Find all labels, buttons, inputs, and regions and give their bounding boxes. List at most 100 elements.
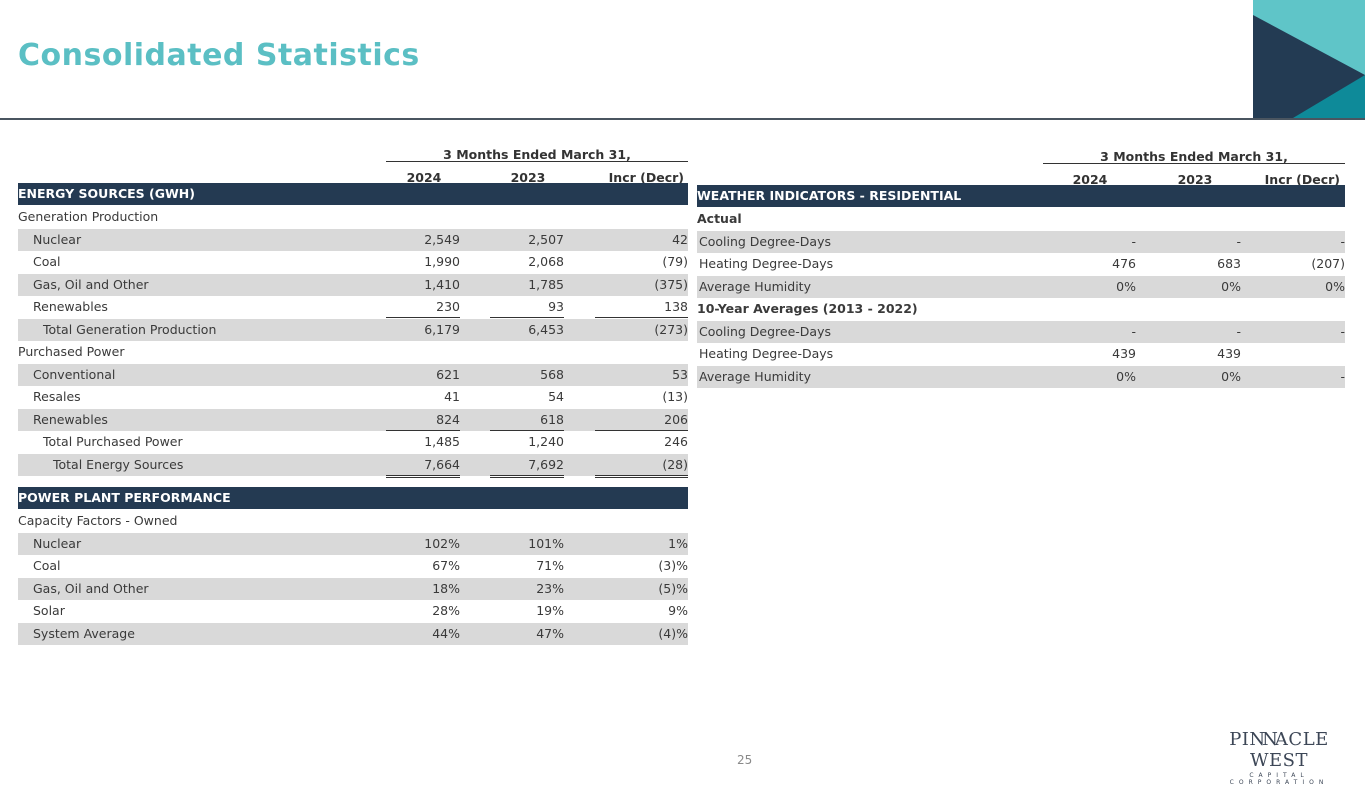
cell-2024: 18% xyxy=(432,580,460,596)
section-header-energy-sources-gwh: ENERGY SOURCES (GWH) xyxy=(18,183,688,205)
company-logo: PINNACLE WEST CAPITAL CORPORATION xyxy=(1229,729,1329,786)
cell-change: (79) xyxy=(662,254,688,269)
row-label: Resales xyxy=(33,389,81,404)
table-row: System Average 44% 47% (4)% xyxy=(18,622,688,645)
cell-change: (375) xyxy=(654,276,688,292)
section-header-label: POWER PLANT PERFORMANCE xyxy=(18,490,231,505)
cell-2024: - xyxy=(1131,233,1136,249)
right-col-2024: 2024 xyxy=(1072,172,1108,187)
cell-2024: 1,410 xyxy=(424,276,460,292)
cell-2023: 0% xyxy=(1221,368,1241,384)
section-header-weather-indicators-residential: WEATHER INDICATORS - RESIDENTIAL xyxy=(697,185,1345,207)
cell-2024: 439 xyxy=(1112,346,1136,361)
cell-change: - xyxy=(1340,368,1345,384)
cell-2024: 6,179 xyxy=(424,321,460,337)
cell-2024: 1,990 xyxy=(424,254,460,269)
table-row: Renewables 824 618 206 xyxy=(18,408,688,431)
cell-2023: 93 xyxy=(490,296,564,318)
table-row: Cooling Degree-Days - - - xyxy=(697,320,1345,343)
cell-2023: 7,692 xyxy=(490,454,564,478)
page-number: 25 xyxy=(737,753,753,767)
row-label: Average Humidity xyxy=(699,368,811,384)
table-row: Coal 67% 71% (3)% xyxy=(18,555,688,577)
cell-2024: 0% xyxy=(1116,368,1136,384)
table-row: Total Generation Production 6,179 6,453 (27… xyxy=(18,318,688,341)
section-header-label: WEATHER INDICATORS - RESIDENTIAL xyxy=(697,188,962,203)
cell-2024: 476 xyxy=(1112,256,1136,271)
row-label: Renewables xyxy=(33,411,108,427)
row-label: Conventional xyxy=(33,366,116,382)
cell-2023: - xyxy=(1236,233,1241,249)
cell-change: (28) xyxy=(595,454,688,478)
cell-2023: 618 xyxy=(490,409,564,431)
row-label: Nuclear xyxy=(33,535,82,551)
cell-2023: 19% xyxy=(536,603,564,618)
cell-change: 1% xyxy=(668,535,688,551)
cell-2023: 47% xyxy=(536,625,564,641)
row-label: Gas, Oil and Other xyxy=(33,580,149,596)
cell-change: - xyxy=(1340,323,1345,339)
subsection-actual: Actual xyxy=(697,208,1345,230)
row-label: Renewables xyxy=(33,299,108,314)
left-col-2023: 2023 xyxy=(510,170,546,185)
cell-2023: 54 xyxy=(548,389,564,404)
cell-2024: - xyxy=(1131,323,1136,339)
cell-2024: 7,664 xyxy=(386,454,460,478)
cell-2023: 683 xyxy=(1217,256,1241,271)
cell-2023: 0% xyxy=(1221,278,1241,294)
row-label: Total Generation Production xyxy=(43,321,217,337)
table-row: Nuclear 102% 101% 1% xyxy=(18,532,688,555)
row-label: Average Humidity xyxy=(699,278,811,294)
table-row: Gas, Oil and Other 1,410 1,785 (375) xyxy=(18,273,688,296)
table-row: Heating Degree-Days 439 439 xyxy=(697,343,1345,365)
row-label: Nuclear xyxy=(33,231,82,247)
cell-2023: 2,507 xyxy=(528,231,564,247)
section-header-label: ENERGY SOURCES (GWH) xyxy=(18,186,195,201)
cell-2024: 44% xyxy=(432,625,460,641)
cell-2023: 6,453 xyxy=(528,321,564,337)
row-label: Solar xyxy=(33,603,65,618)
right-period-underline xyxy=(1043,163,1345,164)
cell-change: (3)% xyxy=(658,558,688,573)
row-label: Cooling Degree-Days xyxy=(699,323,832,339)
row-label: Cooling Degree-Days xyxy=(699,233,832,249)
table-row: Resales 41 54 (13) xyxy=(18,386,688,408)
cell-2023: 439 xyxy=(1217,346,1241,361)
cell-2023: 101% xyxy=(528,535,564,551)
cell-change: 206 xyxy=(595,409,688,431)
cell-change: 138 xyxy=(595,296,688,318)
table-row: Total Purchased Power 1,485 1,240 246 xyxy=(18,431,688,453)
subsection-purchased-power: Purchased Power xyxy=(18,341,688,363)
cell-2024: 41 xyxy=(444,389,460,404)
row-label: Heating Degree-Days xyxy=(699,346,834,361)
cell-2023: 1,240 xyxy=(528,434,564,449)
row-label: System Average xyxy=(33,625,135,641)
cell-2024: 230 xyxy=(386,296,460,318)
section-header-power-plant-performance: POWER PLANT PERFORMANCE xyxy=(18,487,688,509)
cell-change: (273) xyxy=(654,321,688,337)
subsection-capacity-factors-owned: Capacity Factors - Owned xyxy=(18,510,688,532)
subsection-generation-production: Generation Production xyxy=(18,206,688,228)
cell-2023: 568 xyxy=(540,366,564,382)
table-row: Average Humidity 0% 0% - xyxy=(697,365,1345,388)
cell-2023: 71% xyxy=(536,558,564,573)
cell-2023: 23% xyxy=(536,580,564,596)
row-label: Coal xyxy=(33,254,61,269)
cell-2024: 67% xyxy=(432,558,460,573)
cell-2023: 2,068 xyxy=(528,254,564,269)
row-label: Coal xyxy=(33,558,61,573)
left-col-2024: 2024 xyxy=(406,170,442,185)
table-row: Total Energy Sources 7,664 7,692 (28) xyxy=(18,453,688,478)
subsection-label: Capacity Factors - Owned xyxy=(18,513,178,528)
table-row: Average Humidity 0% 0% 0% xyxy=(697,275,1345,298)
cell-change: 42 xyxy=(672,231,688,247)
right-period-header: 3 Months Ended March 31, xyxy=(1100,149,1288,164)
corner-decoration xyxy=(1253,0,1365,118)
left-period-underline xyxy=(386,161,688,162)
right-col-change: Incr (Decr) xyxy=(1264,172,1340,187)
right-col-2023: 2023 xyxy=(1177,172,1213,187)
subsection-label: Purchased Power xyxy=(18,344,125,359)
table-row: Nuclear 2,549 2,507 42 xyxy=(18,228,688,251)
cell-change: (13) xyxy=(662,389,688,404)
table-row: Gas, Oil and Other 18% 23% (5)% xyxy=(18,577,688,600)
